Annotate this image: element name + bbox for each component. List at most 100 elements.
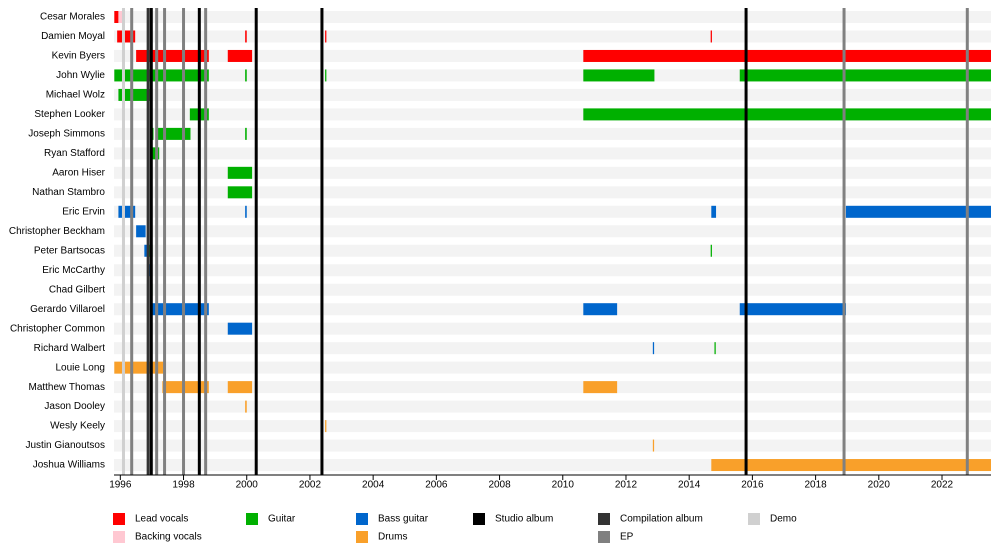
legend-swatch xyxy=(598,513,610,525)
legend-label: Backing vocals xyxy=(135,532,202,543)
legend-label: EP xyxy=(620,532,634,543)
row-background xyxy=(114,30,991,43)
x-tick-label: 2008 xyxy=(488,480,511,491)
row-background xyxy=(114,400,991,413)
member-span xyxy=(710,244,712,257)
member-label: Stephen Looker xyxy=(34,109,105,120)
legend-label: Demo xyxy=(770,514,797,525)
member-span xyxy=(162,381,209,394)
legend-swatch xyxy=(113,531,125,543)
member-span xyxy=(245,69,247,82)
member-label: Gerardo Villaroel xyxy=(30,304,105,315)
legend-label: Lead vocals xyxy=(135,514,188,525)
legend-swatch xyxy=(748,513,760,525)
member-span xyxy=(245,400,247,413)
member-span xyxy=(711,459,991,472)
row-background xyxy=(114,264,991,277)
member-label: Louie Long xyxy=(56,362,106,373)
row-background xyxy=(114,166,991,179)
member-span xyxy=(118,88,152,101)
row-background xyxy=(114,322,991,335)
member-span xyxy=(714,342,716,355)
legend-swatch xyxy=(598,531,610,543)
row-background xyxy=(114,244,991,257)
member-span xyxy=(227,322,253,335)
member-label: Michael Wolz xyxy=(46,90,105,101)
member-label: Joseph Simmons xyxy=(28,129,105,140)
member-span xyxy=(157,127,191,140)
x-tick-label: 2014 xyxy=(678,480,701,491)
member-span xyxy=(845,205,991,218)
member-span xyxy=(710,30,712,43)
row-background xyxy=(114,439,991,452)
member-label: Cesar Morales xyxy=(40,12,105,23)
member-span xyxy=(114,11,119,23)
member-label: John Wylie xyxy=(56,70,105,81)
row-background xyxy=(114,11,991,23)
row-background xyxy=(114,381,991,394)
row-background xyxy=(114,420,991,433)
member-span xyxy=(136,225,146,238)
x-tick-label: 2022 xyxy=(931,480,954,491)
member-span xyxy=(325,420,327,433)
legend-swatch xyxy=(356,513,368,525)
row-background xyxy=(114,186,991,199)
member-span xyxy=(583,381,618,394)
row-background xyxy=(114,205,991,218)
x-tick-label: 2006 xyxy=(425,480,448,491)
row-background xyxy=(114,88,991,101)
member-span xyxy=(118,11,123,23)
member-span xyxy=(583,69,655,82)
member-label: Richard Walbert xyxy=(34,343,106,354)
legend-label: Compilation album xyxy=(620,514,703,525)
x-tick-label: 2010 xyxy=(552,480,575,491)
member-label: Kevin Byers xyxy=(52,51,105,62)
legend-swatch xyxy=(246,513,258,525)
x-tick-label: 2012 xyxy=(615,480,638,491)
legend-swatch xyxy=(473,513,485,525)
member-span xyxy=(583,303,618,316)
member-span xyxy=(652,342,655,355)
member-label: Christopher Beckham xyxy=(9,226,105,237)
member-span xyxy=(114,69,209,82)
legend-label: Guitar xyxy=(268,514,296,525)
member-label: Wesly Keely xyxy=(50,421,105,432)
row-background xyxy=(114,147,991,160)
member-span xyxy=(583,49,991,62)
legend-swatch xyxy=(356,531,368,543)
row-background xyxy=(114,342,991,355)
member-label: Peter Bartsocas xyxy=(34,245,105,256)
legend-label: Studio album xyxy=(495,514,553,525)
x-tick-label: 2002 xyxy=(299,480,322,491)
member-label: Aaron Hiser xyxy=(52,167,105,178)
x-tick-label: 2004 xyxy=(362,480,385,491)
member-span xyxy=(245,205,247,218)
member-label: Joshua Williams xyxy=(33,460,105,471)
member-span xyxy=(325,30,327,43)
x-tick-label: 2020 xyxy=(868,480,891,491)
member-span xyxy=(325,69,327,82)
member-span xyxy=(227,166,253,179)
member-span xyxy=(711,205,717,218)
row-background xyxy=(114,127,991,140)
member-label: Eric McCarthy xyxy=(42,265,105,276)
member-span xyxy=(245,30,247,43)
member-span xyxy=(136,49,209,62)
member-span xyxy=(583,108,991,121)
member-label: Damien Moyal xyxy=(41,31,105,42)
x-tick-label: 2000 xyxy=(236,480,259,491)
legend-label: Bass guitar xyxy=(378,514,429,525)
x-tick-label: 1996 xyxy=(109,480,132,491)
member-span xyxy=(227,381,253,394)
x-tick-label: 2018 xyxy=(804,480,827,491)
row-background xyxy=(114,225,991,238)
member-span xyxy=(652,439,655,452)
member-span xyxy=(739,69,991,82)
member-label: Ryan Stafford xyxy=(44,148,105,159)
member-span xyxy=(227,49,253,62)
member-span xyxy=(227,186,253,199)
row-background xyxy=(114,303,991,316)
member-label: Nathan Stambro xyxy=(32,187,105,198)
member-span xyxy=(739,303,846,316)
